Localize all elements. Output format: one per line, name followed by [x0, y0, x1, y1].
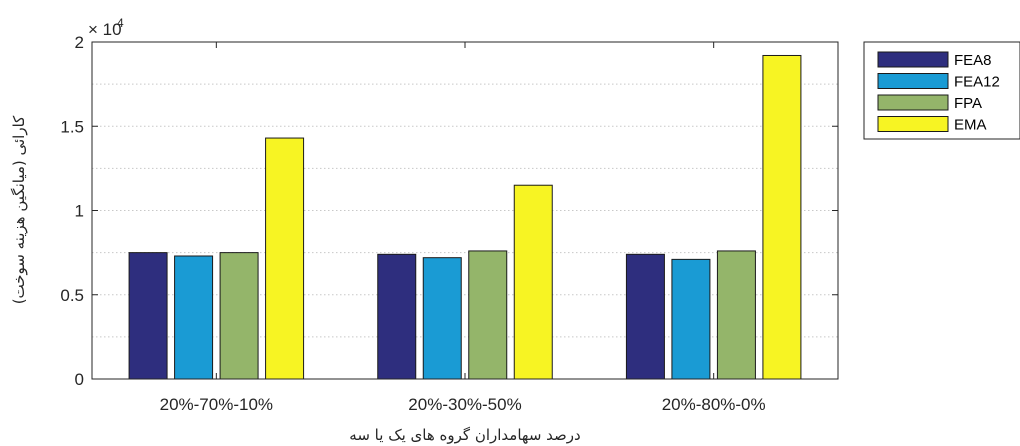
bar-fea8-2 [377, 253, 417, 380]
axis-layer: 0 0.5 1 1.5 2 20%-70%-10% 20%-30%-50% 20%-80%-0… [60, 33, 838, 414]
x-axis-label: درصد سهامداران گروه های یک یا سه [349, 426, 580, 444]
legend-label-ema: EMA [954, 117, 987, 134]
x-tick-label: 20%-30%-50% [408, 395, 521, 414]
bar-fea8-1 [128, 252, 168, 380]
legend-swatch-ema [877, 116, 949, 132]
legend-label-fea12: FEA12 [954, 74, 1000, 91]
y-multiplier-exponent: 4 [117, 16, 124, 30]
y-tick-label: 0.5 [60, 286, 84, 305]
bar-fpa-2 [468, 250, 508, 380]
x-tick-label: 20%-80%-0% [662, 395, 766, 414]
y-axis-label: کارائی (میانگین هزینه سوخت) [10, 115, 28, 304]
y-multiplier-base: × 10 [88, 20, 122, 39]
bar-ema-1 [265, 137, 305, 380]
bar-fea12-1 [174, 255, 214, 380]
grid-layer [92, 83, 838, 338]
legend-swatch-fpa [877, 94, 949, 111]
legend-label-fpa: FPA [954, 95, 982, 112]
bars-layer [128, 54, 802, 380]
legend-label-fea8: FEA8 [954, 52, 992, 69]
bar-fpa-3 [716, 250, 756, 380]
legend: FEA8 FEA12 FPA EMA [863, 41, 1020, 140]
legend-items: FEA8 FEA12 FPA EMA [877, 51, 1000, 134]
bar-fpa-1 [219, 252, 259, 380]
y-tick-label: 0 [75, 370, 84, 389]
y-tick-label: 1.5 [60, 117, 84, 136]
bar-ema-2 [513, 184, 553, 380]
legend-swatch-fea8 [877, 51, 949, 68]
y-tick-label: 2 [75, 33, 84, 52]
bar-fea12-2 [422, 257, 462, 380]
x-tick-label: 20%-70%-10% [160, 395, 273, 414]
bar-ema-3 [762, 54, 802, 380]
bar-fea12-3 [671, 258, 711, 380]
y-tick-label: 1 [75, 202, 84, 221]
bar-fea8-3 [625, 253, 665, 380]
legend-swatch-fea12 [877, 73, 949, 89]
